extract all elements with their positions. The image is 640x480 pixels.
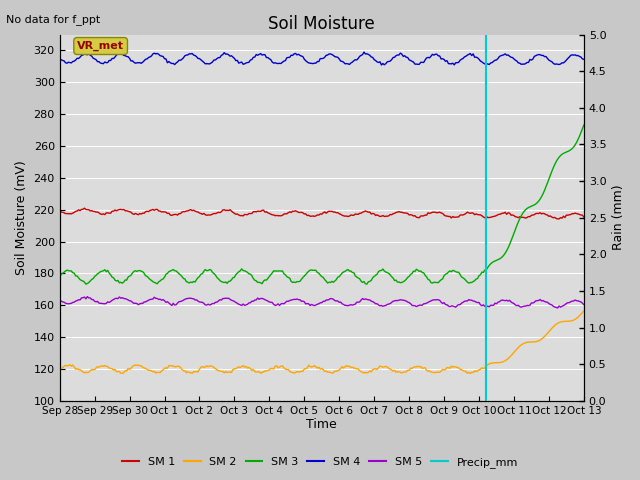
Text: VR_met: VR_met: [77, 41, 124, 51]
X-axis label: Time: Time: [307, 419, 337, 432]
Text: No data for f_ppt: No data for f_ppt: [6, 14, 100, 25]
Y-axis label: Soil Moisture (mV): Soil Moisture (mV): [15, 160, 28, 275]
Bar: [96, 364, 97, 401]
Y-axis label: Rain (mm): Rain (mm): [612, 185, 625, 251]
Title: Soil Moisture: Soil Moisture: [268, 15, 375, 33]
Legend: SM 1, SM 2, SM 3, SM 4, SM 5, Precip_mm: SM 1, SM 2, SM 3, SM 4, SM 5, Precip_mm: [118, 452, 522, 472]
